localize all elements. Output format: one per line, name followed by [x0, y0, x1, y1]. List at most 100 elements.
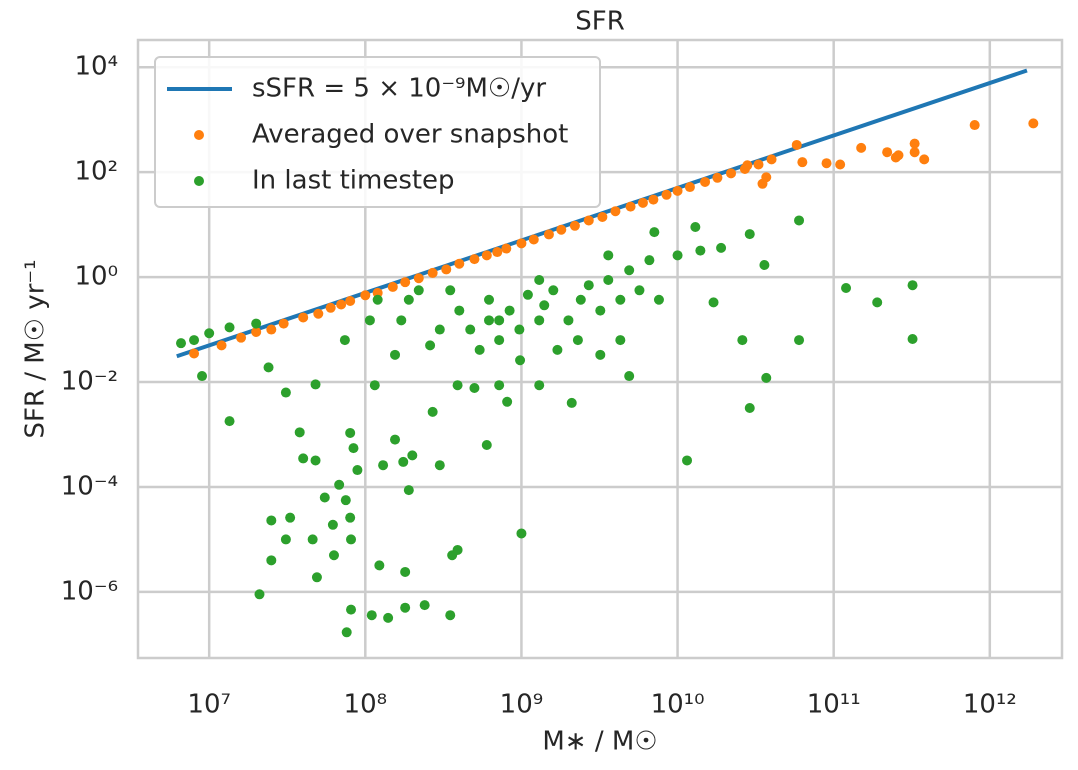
point — [494, 315, 505, 326]
point — [378, 460, 389, 471]
point — [197, 371, 208, 382]
point — [328, 550, 339, 561]
point — [539, 300, 550, 311]
point — [624, 265, 635, 276]
point — [672, 185, 683, 196]
point — [419, 600, 430, 611]
point — [311, 572, 322, 583]
point — [625, 201, 636, 212]
point — [761, 372, 772, 383]
point — [575, 294, 586, 305]
point — [534, 274, 545, 285]
point — [569, 220, 580, 231]
point — [515, 355, 526, 366]
point — [653, 294, 664, 305]
point — [307, 534, 318, 545]
point — [556, 224, 567, 235]
point — [452, 544, 463, 555]
point — [189, 335, 200, 346]
point — [534, 315, 545, 326]
legend-marker — [194, 130, 204, 140]
point — [634, 285, 645, 296]
point — [872, 297, 883, 308]
legend-box — [154, 56, 601, 208]
point — [794, 335, 805, 346]
point — [907, 280, 918, 291]
point — [708, 297, 719, 308]
point — [759, 259, 770, 270]
y-tick-label: 10⁻⁶ — [61, 576, 118, 606]
point — [841, 282, 852, 293]
point — [280, 387, 291, 398]
point — [364, 315, 375, 326]
y-tick-label: 10⁻⁴ — [61, 471, 118, 501]
point — [327, 519, 338, 530]
legend: sSFR = 5 × 10⁻⁹M☉/yr Averaged over snapsh… — [154, 56, 601, 208]
point — [744, 229, 755, 240]
point — [690, 222, 701, 233]
point — [494, 380, 505, 391]
point — [528, 234, 539, 245]
y-tick-label: 10⁻² — [61, 367, 118, 397]
point — [504, 305, 515, 316]
point — [766, 154, 777, 165]
point — [695, 245, 706, 256]
point — [552, 344, 563, 355]
chart-title: SFR — [575, 7, 625, 37]
point — [661, 189, 672, 200]
point — [434, 460, 445, 471]
point — [572, 335, 583, 346]
point — [637, 197, 648, 208]
point — [348, 443, 359, 454]
point — [372, 294, 383, 305]
point — [345, 512, 356, 523]
point — [298, 453, 309, 464]
point — [346, 534, 357, 545]
point — [484, 315, 495, 326]
point — [224, 322, 235, 333]
point — [649, 227, 660, 238]
point — [266, 515, 277, 526]
point — [189, 348, 200, 359]
point — [413, 285, 424, 296]
point — [597, 211, 608, 222]
x-tick-label: 10¹² — [963, 690, 1017, 720]
point — [583, 215, 594, 226]
point — [251, 326, 262, 337]
point — [445, 285, 456, 296]
point — [346, 604, 357, 615]
point — [893, 150, 904, 161]
point — [737, 335, 748, 346]
point — [856, 142, 867, 153]
point — [742, 160, 753, 171]
point — [339, 335, 350, 346]
point — [263, 362, 274, 373]
point — [712, 172, 723, 183]
point — [374, 560, 385, 571]
point — [325, 302, 336, 313]
point — [400, 566, 411, 577]
point — [251, 318, 262, 329]
point — [566, 397, 577, 408]
point — [454, 258, 465, 269]
point — [441, 264, 452, 275]
point — [254, 589, 265, 600]
point — [909, 147, 920, 158]
point — [372, 287, 383, 298]
point — [474, 344, 485, 355]
point — [313, 308, 324, 319]
y-axis-label: SFR / M☉ yr⁻¹ — [21, 259, 51, 438]
point — [624, 371, 635, 382]
point — [516, 528, 527, 539]
point — [684, 182, 695, 193]
x-tick-label: 10⁸ — [344, 690, 388, 720]
point — [298, 312, 309, 323]
point — [278, 318, 289, 329]
point — [648, 194, 659, 205]
point — [797, 157, 808, 168]
point — [413, 273, 424, 284]
point — [882, 147, 893, 158]
point — [452, 380, 463, 391]
point — [791, 139, 802, 150]
